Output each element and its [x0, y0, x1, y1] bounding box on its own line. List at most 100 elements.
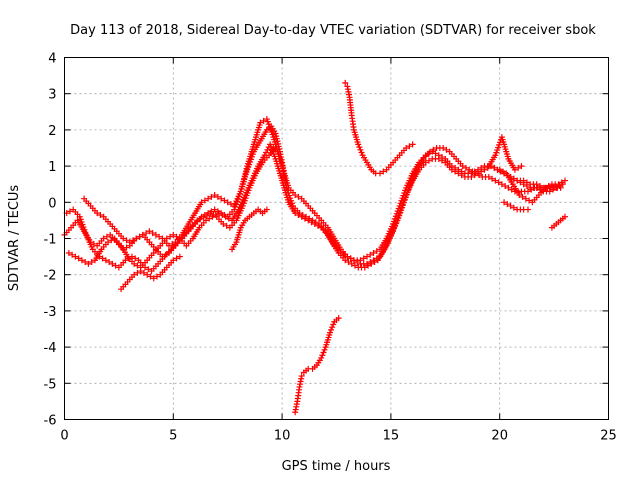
- data-point-fill: [489, 175, 496, 182]
- data-point-fill: [295, 193, 302, 200]
- data-point-fill: [351, 262, 358, 269]
- data-point-fill: [439, 157, 446, 164]
- data-point: [131, 271, 138, 278]
- data-point: [522, 195, 529, 202]
- data-point-fill: [329, 324, 336, 331]
- data-point: [363, 260, 370, 267]
- data-point-fill: [495, 179, 502, 186]
- data-point: [205, 195, 212, 202]
- data-point-fill: [173, 255, 180, 262]
- series-trace-7: [292, 315, 342, 416]
- data-point: [198, 199, 205, 206]
- data-point: [326, 329, 333, 336]
- data-point: [120, 235, 127, 242]
- data-point-fill: [328, 326, 335, 333]
- data-point-fill: [356, 144, 363, 151]
- data-point: [144, 271, 151, 278]
- data-point: [422, 159, 429, 166]
- data-point: [514, 177, 521, 184]
- data-point: [150, 275, 157, 282]
- data-point-fill: [425, 157, 432, 164]
- data-point: [137, 268, 144, 275]
- data-point-fill: [471, 172, 478, 179]
- data-point: [176, 253, 183, 260]
- data-point: [542, 184, 549, 191]
- data-point: [292, 210, 299, 217]
- data-point-fill: [260, 117, 267, 124]
- data-point-fill: [406, 143, 413, 150]
- data-point: [152, 231, 159, 238]
- data-point-fill: [523, 183, 530, 190]
- data-point-fill: [347, 255, 354, 262]
- y-tick-label: -4: [44, 341, 57, 356]
- data-point-fill: [550, 186, 557, 193]
- data-point: [492, 177, 499, 184]
- y-tick-label: 0: [48, 196, 56, 211]
- data-point: [261, 152, 268, 159]
- data-point-fill: [462, 164, 469, 171]
- data-point: [348, 260, 355, 267]
- data-point: [440, 145, 447, 151]
- data-point: [305, 217, 312, 224]
- data-point: [466, 166, 473, 173]
- data-point-fill: [132, 255, 139, 262]
- y-tick-label: -2: [44, 269, 57, 284]
- data-point-fill: [315, 222, 322, 229]
- series-trace-4: [81, 116, 283, 249]
- data-point-fill: [204, 211, 211, 218]
- x-tick-label: 20: [491, 429, 508, 444]
- axis-ticks: [64, 57, 609, 420]
- x-tick-label: 5: [169, 429, 177, 444]
- data-point-fill: [97, 211, 104, 218]
- data-point: [520, 181, 527, 188]
- data-point: [85, 260, 92, 267]
- data-point-fill: [443, 146, 450, 153]
- data-point-fill: [223, 222, 230, 229]
- data-point: [370, 257, 377, 264]
- y-tick-label: -6: [44, 414, 57, 429]
- data-point: [298, 213, 305, 220]
- data-point-fill: [367, 259, 374, 266]
- series-trace-5: [118, 253, 183, 293]
- data-point-fill: [341, 251, 348, 258]
- data-point: [501, 199, 508, 206]
- data-point-fill: [173, 233, 180, 240]
- data-point: [485, 173, 492, 180]
- data-point: [109, 260, 116, 267]
- series-trace-3: [65, 141, 560, 271]
- data-point: [72, 253, 79, 260]
- data-point-fill: [169, 240, 176, 247]
- data-point: [524, 188, 531, 195]
- series-trace-9: [485, 134, 525, 173]
- data-point-fill: [491, 164, 498, 171]
- y-tick-label: -1: [44, 233, 57, 248]
- data-point-fill: [264, 146, 271, 153]
- data-point: [122, 257, 129, 264]
- data-point: [561, 177, 568, 184]
- data-point-fill: [167, 233, 174, 240]
- data-point-fill: [502, 183, 509, 190]
- data-point-fill: [227, 201, 234, 208]
- data-point: [292, 192, 299, 199]
- data-point-fill: [99, 255, 106, 262]
- data-point: [474, 170, 481, 177]
- data-point-fill: [149, 230, 156, 237]
- data-point: [222, 213, 229, 220]
- data-point-fill: [106, 259, 113, 266]
- data-point-fill: [201, 197, 208, 204]
- y-tick-label: -5: [44, 377, 57, 392]
- data-point: [126, 239, 133, 246]
- data-point-fill: [510, 175, 517, 182]
- data-point: [533, 184, 540, 191]
- data-point: [524, 206, 531, 213]
- data-point: [146, 228, 153, 235]
- data-point: [518, 163, 525, 170]
- data-point-fill: [373, 248, 380, 255]
- data-point: [105, 239, 112, 246]
- data-point: [78, 257, 85, 264]
- data-point-fill: [208, 193, 215, 200]
- data-point-fill: [66, 208, 73, 215]
- data-point-fill: [123, 237, 130, 244]
- data-point: [498, 181, 505, 188]
- data-point: [220, 221, 227, 228]
